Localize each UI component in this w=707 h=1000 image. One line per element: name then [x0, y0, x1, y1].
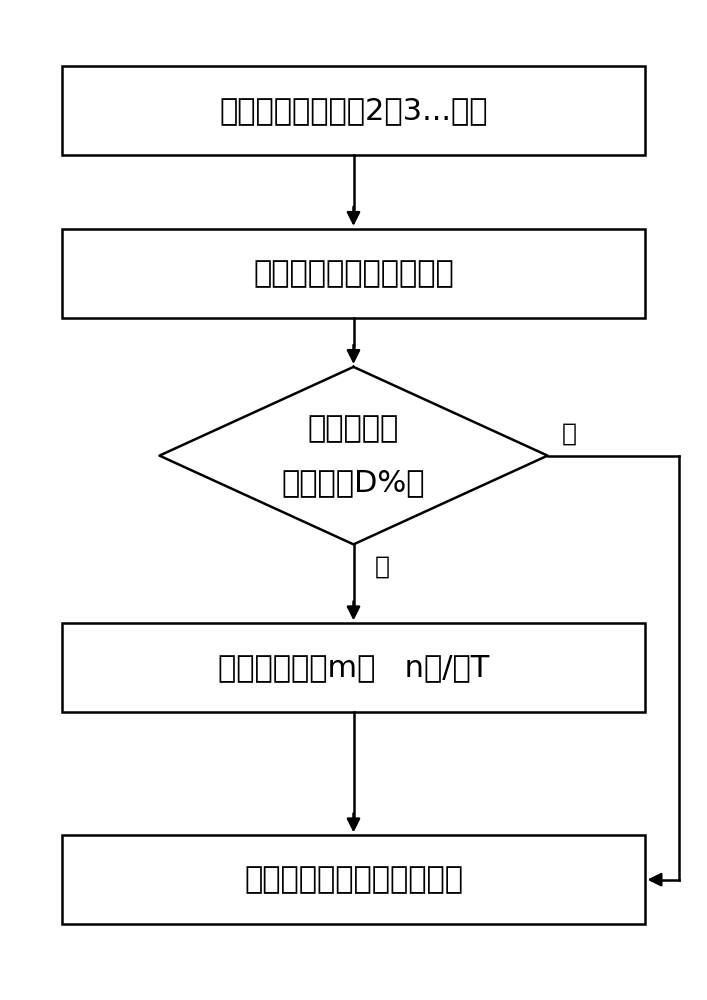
- Text: 计算上一天的抄表成功率: 计算上一天的抄表成功率: [253, 259, 454, 288]
- Text: 按照第一天的方式进行抄表: 按照第一天的方式进行抄表: [244, 865, 463, 894]
- Text: 否: 否: [374, 554, 390, 578]
- Polygon shape: [160, 367, 547, 544]
- FancyBboxPatch shape: [62, 835, 645, 924]
- Text: 终端正常运行（第2、3...天）: 终端正常运行（第2、3...天）: [219, 96, 488, 125]
- Text: 是否大于D%？: 是否大于D%？: [282, 468, 425, 497]
- FancyBboxPatch shape: [62, 66, 645, 155]
- Text: 是: 是: [561, 422, 576, 446]
- Text: 抄表成功率: 抄表成功率: [308, 414, 399, 443]
- Text: 手工更改参数m、   n或/和T: 手工更改参数m、 n或/和T: [218, 653, 489, 682]
- FancyBboxPatch shape: [62, 623, 645, 712]
- FancyBboxPatch shape: [62, 229, 645, 318]
